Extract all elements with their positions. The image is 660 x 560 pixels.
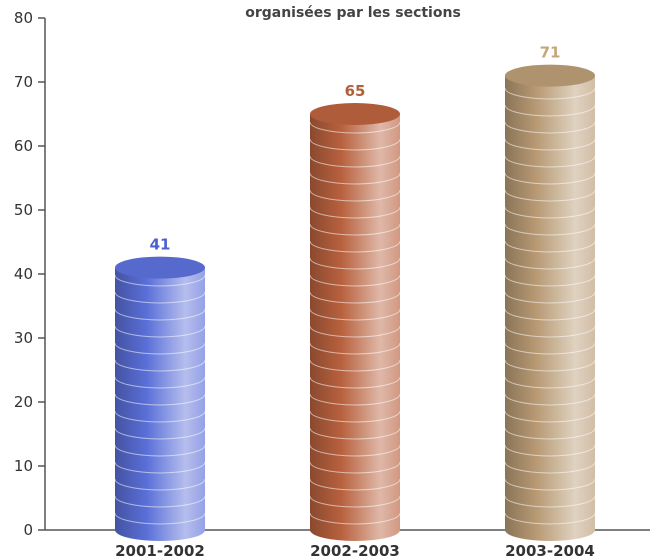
bar-ring-line: [504, 206, 596, 219]
bar-ring-line: [114, 393, 206, 406]
bar-ring-line: [309, 393, 401, 406]
bar-ring-line: [114, 410, 206, 423]
bar-ring-line: [114, 325, 206, 338]
value-label: 41: [150, 236, 171, 254]
bar-ring-line: [114, 359, 206, 372]
bar-ring-line: [504, 308, 596, 321]
bar-top: [505, 64, 595, 87]
category-label: 2002-2003: [310, 542, 400, 560]
bar-2003-2004: [504, 64, 596, 541]
value-label: 71: [540, 44, 561, 62]
bar-body: [505, 75, 595, 541]
bar-ring-line: [309, 240, 401, 253]
bars: [114, 64, 596, 541]
bar-ring-line: [309, 444, 401, 457]
bar-ring-line: [309, 155, 401, 168]
bar-ring-line: [114, 291, 206, 304]
y-tick-label: 10: [14, 457, 33, 475]
y-tick-label: 40: [14, 265, 33, 283]
bar-ring-line: [309, 427, 401, 440]
bar-ring-line: [309, 495, 401, 508]
bar-ring-line: [309, 257, 401, 270]
bar-ring-line: [504, 121, 596, 134]
y-tick-label: 70: [14, 73, 33, 91]
y-tick-label: 0: [23, 521, 33, 539]
bar-ring-line: [114, 461, 206, 474]
bar-ring-line: [114, 512, 206, 525]
bar-ring-line: [309, 138, 401, 151]
bar-ring-line: [504, 189, 596, 202]
bar-ring-line: [504, 325, 596, 338]
y-tick-label: 50: [14, 201, 33, 219]
bar-ring-line: [504, 393, 596, 406]
bar-ring-line: [114, 308, 206, 321]
bar-ring-line: [309, 342, 401, 355]
bar-ring-line: [309, 172, 401, 185]
bar-ring-line: [504, 495, 596, 508]
axes: 0 10 20 30 40 50 60 70 80: [14, 9, 650, 539]
bar-body: [115, 267, 205, 541]
bar-ring-line: [309, 359, 401, 372]
bar-top: [115, 256, 205, 279]
bar-ring-line: [309, 189, 401, 202]
y-tick-label: 20: [14, 393, 33, 411]
bar-ring-line: [309, 274, 401, 287]
bar-ring-line: [504, 461, 596, 474]
bar-ring-line: [114, 342, 206, 355]
bar-ring-line: [504, 240, 596, 253]
bar-top: [310, 103, 400, 125]
bar-ring-line: [504, 155, 596, 168]
bar-2001-2002: [114, 256, 206, 541]
category-label: 2001-2002: [115, 542, 205, 560]
bar-ring-line: [309, 206, 401, 219]
bar-ring-line: [114, 478, 206, 491]
bar-ring-line: [504, 257, 596, 270]
value-label: 65: [345, 82, 366, 100]
bar-ring-line: [114, 495, 206, 508]
bar-ring-line: [504, 478, 596, 491]
bar-ring-line: [309, 478, 401, 491]
bar-ring-line: [504, 223, 596, 236]
bar-ring-line: [504, 359, 596, 372]
bar-ring-line: [504, 376, 596, 389]
bar-ring-line: [504, 87, 596, 100]
bar-2002-2003: [309, 103, 401, 541]
bar-ring-line: [114, 274, 206, 287]
chart-title: organisées par les sections: [245, 5, 461, 21]
bar-body: [310, 114, 400, 541]
bar-ring-line: [504, 291, 596, 304]
bar-ring-line: [504, 342, 596, 355]
bar-ring-line: [309, 308, 401, 321]
bar-ring-line: [504, 427, 596, 440]
labels: 41 2001-2002 65 2002-2003 71 2003-2004: [115, 44, 595, 560]
y-tick-label: 80: [14, 9, 33, 27]
bar-ring-line: [504, 410, 596, 423]
bar-ring-line: [309, 376, 401, 389]
bar-ring-line: [309, 461, 401, 474]
bar-ring-line: [309, 410, 401, 423]
bar-ring-line: [309, 223, 401, 236]
bar-ring-line: [504, 172, 596, 185]
bar-ring-line: [504, 512, 596, 525]
bar-ring-line: [114, 376, 206, 389]
bar-ring-line: [309, 121, 401, 134]
bar-ring-line: [504, 104, 596, 117]
bar-ring-line: [309, 291, 401, 304]
category-label: 2003-2004: [505, 542, 595, 560]
bar-ring-line: [114, 427, 206, 440]
bar-ring-line: [504, 444, 596, 457]
bar-ring-line: [114, 444, 206, 457]
bar-ring-line: [504, 138, 596, 151]
y-tick-label: 60: [14, 137, 33, 155]
bar-ring-line: [504, 274, 596, 287]
y-tick-label: 30: [14, 329, 33, 347]
bar-ring-line: [309, 512, 401, 525]
bar-ring-line: [309, 325, 401, 338]
